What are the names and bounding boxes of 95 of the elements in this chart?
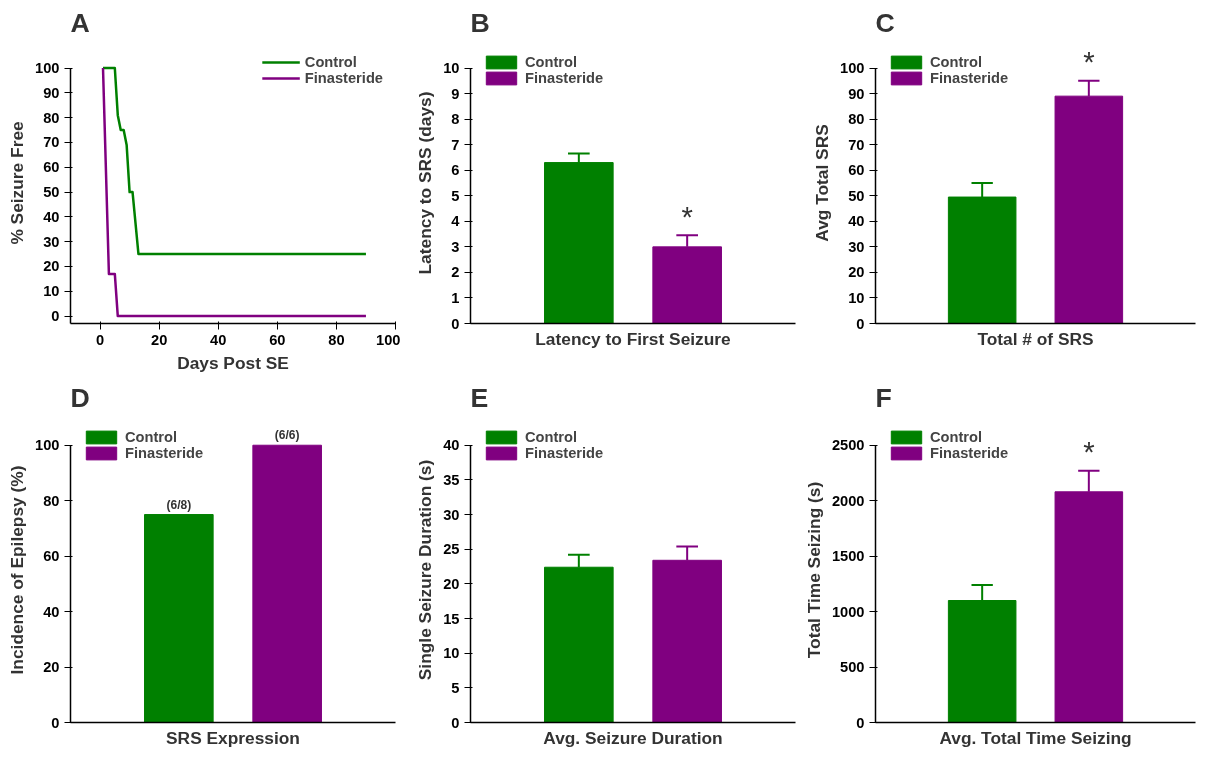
y-tick-label: 60 — [848, 162, 865, 179]
x-tick-label: 0 — [95, 331, 105, 348]
y-tick-label: 6 — [451, 162, 460, 179]
y-tick-label: 2500 — [831, 437, 865, 454]
y-tick-label: 0 — [51, 714, 60, 731]
y-tick-label: 2 — [451, 264, 460, 281]
chart-title: D — [70, 382, 90, 413]
y-tick-label: 5 — [451, 187, 460, 204]
chart-title: C — [875, 7, 895, 38]
data-label: (6/8) — [166, 497, 192, 512]
y-tick-label: 40 — [443, 437, 460, 454]
y-tick-label: 60 — [43, 159, 60, 176]
legend-label: Control — [525, 54, 578, 70]
y-axis-title: Total Time Seizing (s) — [803, 481, 824, 659]
x-axis-title: Avg. Total Time Seizing — [939, 727, 1132, 748]
y-tick-label: 15 — [443, 610, 460, 627]
y-tick-label: 3 — [451, 238, 460, 255]
y-tick-label: 90 — [43, 84, 60, 101]
legend-label: Finasteride — [304, 70, 383, 86]
y-tick-label: 30 — [43, 233, 60, 250]
y-tick-label: 100 — [840, 60, 865, 77]
legend-label: Control — [525, 429, 578, 445]
y-tick-label: 2000 — [831, 492, 865, 509]
legend-label: Control — [930, 429, 983, 445]
x-axis-title: Total # of SRS — [977, 328, 1094, 349]
x-tick-label: 100 — [376, 331, 401, 348]
y-tick-label: 30 — [443, 506, 460, 523]
y-tick-label: 1000 — [831, 603, 865, 620]
x-axis-title: Days Post SE — [177, 352, 289, 373]
y-tick-label: 7 — [451, 136, 460, 153]
y-tick-label: 60 — [43, 548, 60, 565]
y-tick-label: 20 — [43, 258, 60, 275]
y-tick-label: 0 — [451, 315, 460, 332]
y-tick-label: 30 — [848, 238, 865, 255]
y-tick-label: 100 — [35, 437, 60, 454]
legend-label: Finasteride — [930, 70, 1009, 86]
y-tick-label: 1 — [451, 289, 460, 306]
legend-label: Control — [125, 429, 178, 445]
legend-label: Finasteride — [525, 445, 604, 461]
y-tick-label: 25 — [443, 541, 460, 558]
x-tick-label: 40 — [210, 331, 227, 348]
x-tick-label: 60 — [269, 331, 286, 348]
y-tick-label: 8 — [451, 111, 460, 128]
y-tick-label: 0 — [51, 308, 60, 325]
y-tick-label: 5 — [451, 679, 460, 696]
legend-label: Finasteride — [930, 445, 1009, 461]
y-tick-label: 20 — [43, 659, 60, 676]
y-tick-label: 0 — [451, 714, 460, 731]
y-tick-label: 50 — [848, 187, 865, 204]
y-tick-label: 20 — [443, 575, 460, 592]
chart-title: A — [70, 7, 90, 38]
x-axis-title: Avg. Seizure Duration — [543, 727, 723, 748]
y-tick-label: 40 — [43, 208, 60, 225]
y-tick-label: 500 — [840, 659, 865, 676]
x-tick-label: 20 — [150, 331, 168, 348]
data-label: * — [1083, 45, 1095, 79]
y-tick-label: 10 — [443, 645, 460, 662]
chart-title: B — [470, 7, 490, 38]
y-axis-title: Avg Total SRS — [812, 124, 833, 242]
y-tick-label: 70 — [848, 136, 865, 153]
y-tick-label: 80 — [848, 111, 865, 128]
y-tick-label: 40 — [848, 213, 865, 230]
y-tick-label: 9 — [451, 85, 460, 102]
y-tick-label: 4 — [451, 213, 461, 230]
y-tick-label: 10 — [848, 289, 865, 306]
y-tick-label: 0 — [856, 714, 865, 731]
chart-title: E — [470, 382, 489, 413]
y-axis-title: Incidence of Epilepsy (%) — [7, 465, 28, 675]
y-tick-label: 50 — [43, 184, 60, 201]
chart-title: F — [875, 382, 892, 413]
y-tick-label: 70 — [43, 134, 60, 151]
y-tick-label: 80 — [43, 109, 60, 126]
y-axis-title: % Seizure Free — [7, 121, 28, 245]
legend-label: Control — [930, 54, 983, 70]
y-tick-label: 1500 — [831, 548, 865, 565]
y-tick-label: 90 — [848, 85, 865, 102]
legend-label: Finasteride — [125, 445, 204, 461]
data-label: (6/6) — [274, 428, 300, 443]
y-tick-label: 0 — [856, 315, 865, 332]
x-axis-title: SRS Expression — [166, 727, 300, 748]
x-tick-label: 80 — [328, 331, 345, 348]
y-tick-label: 40 — [43, 603, 60, 620]
data-label: * — [1083, 434, 1095, 468]
y-tick-label: 80 — [43, 492, 60, 509]
y-tick-label: 100 — [35, 60, 60, 77]
y-axis-title: Single Seizure Duration (s) — [415, 459, 436, 681]
y-tick-label: 35 — [443, 471, 460, 488]
legend-label: Control — [304, 54, 357, 70]
y-axis-title: Latency to SRS (days) — [415, 91, 436, 275]
y-tick-label: 20 — [848, 264, 865, 281]
data-label: * — [681, 199, 693, 233]
y-tick-label: 10 — [443, 60, 460, 77]
x-axis-title: Latency to First Seizure — [535, 328, 732, 349]
legend-label: Finasteride — [525, 70, 604, 86]
y-tick-label: 10 — [43, 283, 60, 300]
